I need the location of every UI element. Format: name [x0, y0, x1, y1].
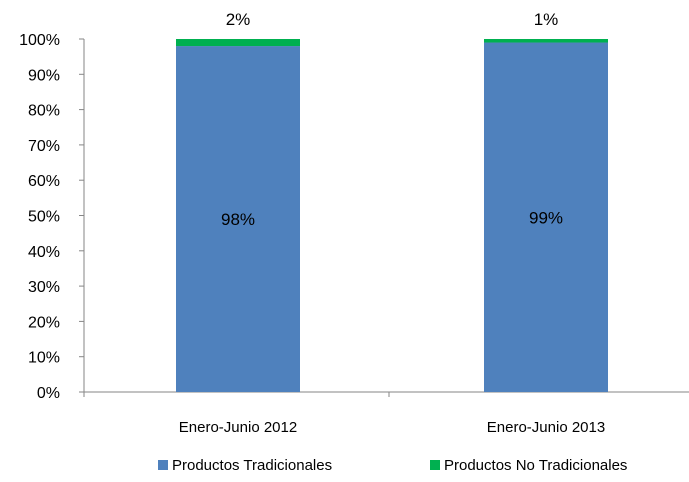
- data-label: 1%: [534, 10, 559, 29]
- data-label: 98%: [221, 210, 255, 229]
- data-label: 2%: [226, 10, 251, 29]
- y-tick-label: 80%: [28, 103, 60, 120]
- y-tick-label: 40%: [28, 244, 60, 261]
- y-tick-label: 70%: [28, 138, 60, 155]
- y-tick-label: 60%: [28, 173, 60, 190]
- y-tick-label: 30%: [28, 279, 60, 296]
- legend-label: Productos No Tradicionales: [444, 457, 627, 474]
- legend-swatch: [158, 460, 168, 470]
- y-tick-label: 90%: [28, 67, 60, 84]
- y-tick-label: 0%: [37, 385, 60, 402]
- legend-label: Productos Tradicionales: [172, 457, 332, 474]
- x-tick-label: Enero-Junio 2013: [487, 419, 605, 436]
- legend-swatch: [430, 460, 440, 470]
- x-tick-label: Enero-Junio 2012: [179, 419, 297, 436]
- y-tick-label: 50%: [28, 209, 60, 226]
- bar-segment: [484, 42, 608, 392]
- bar-segment: [484, 39, 608, 43]
- y-tick-label: 100%: [19, 32, 60, 49]
- y-tick-label: 10%: [28, 350, 60, 367]
- data-label: 99%: [529, 208, 563, 227]
- bar-segment: [176, 39, 300, 47]
- y-tick-label: 20%: [28, 314, 60, 331]
- bar-segment: [176, 46, 300, 393]
